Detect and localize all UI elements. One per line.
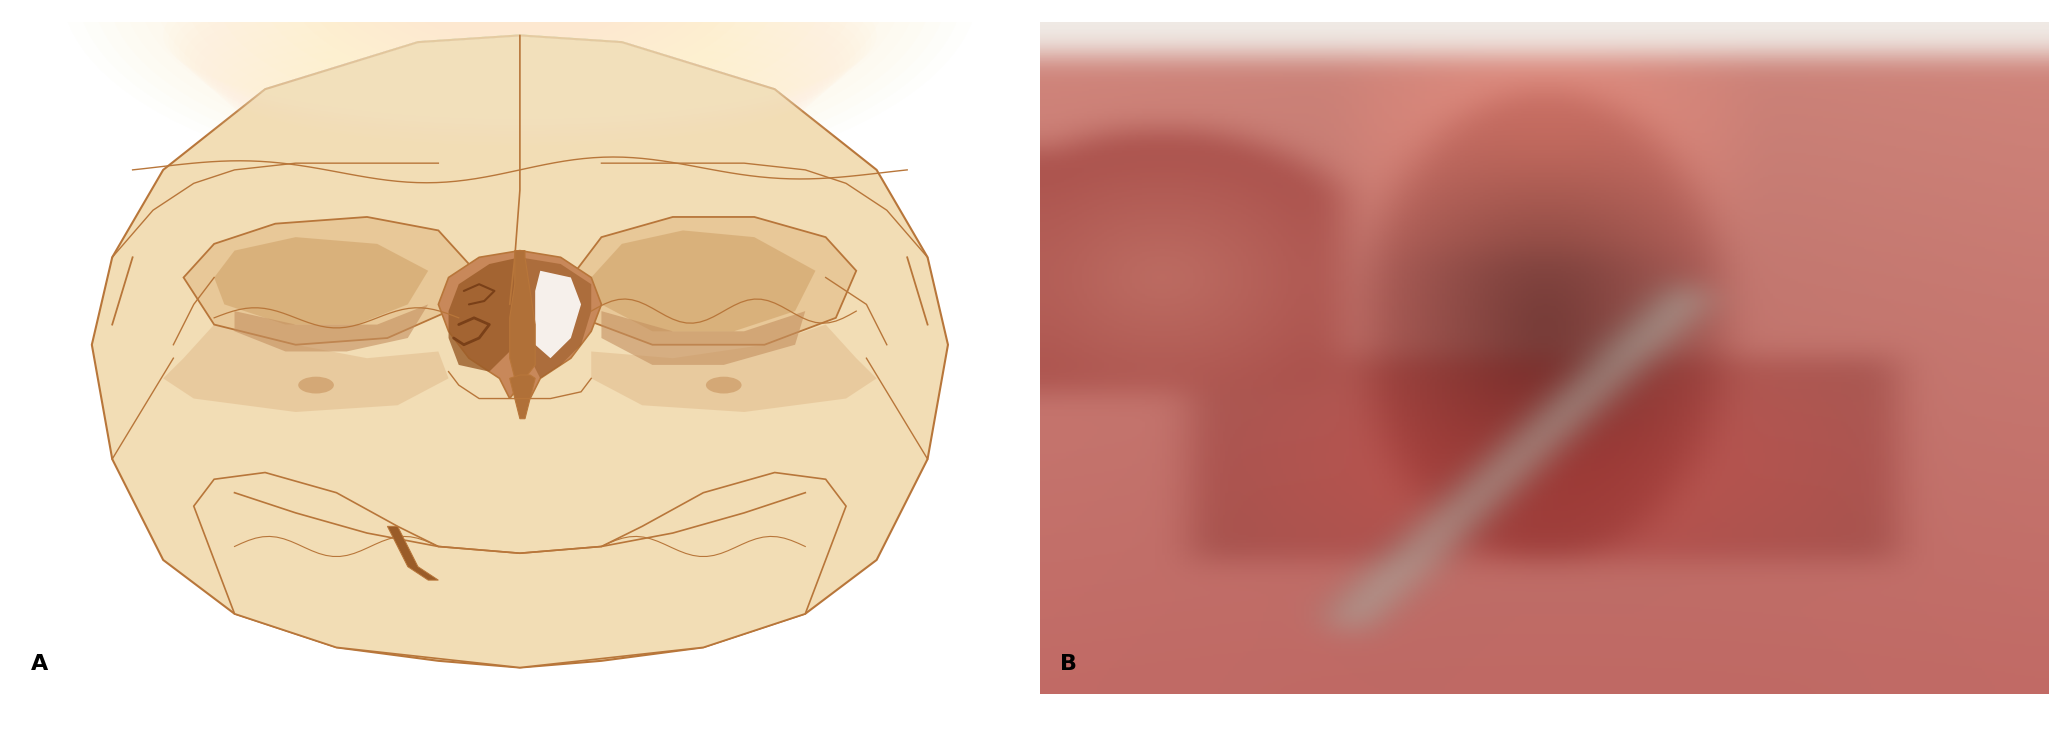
Polygon shape xyxy=(235,304,428,352)
Ellipse shape xyxy=(173,0,867,125)
Polygon shape xyxy=(194,472,846,667)
Polygon shape xyxy=(387,526,439,580)
Ellipse shape xyxy=(179,0,861,128)
Ellipse shape xyxy=(169,0,871,122)
Polygon shape xyxy=(535,270,581,358)
Polygon shape xyxy=(163,325,449,412)
Polygon shape xyxy=(570,217,857,345)
Polygon shape xyxy=(93,35,947,667)
Ellipse shape xyxy=(189,0,850,135)
Polygon shape xyxy=(439,251,601,398)
Polygon shape xyxy=(511,251,535,379)
Polygon shape xyxy=(591,230,815,331)
Polygon shape xyxy=(449,257,519,371)
Ellipse shape xyxy=(185,0,854,131)
Polygon shape xyxy=(601,311,805,365)
Ellipse shape xyxy=(163,0,877,119)
Polygon shape xyxy=(183,217,469,345)
Text: B: B xyxy=(1060,654,1077,674)
Polygon shape xyxy=(511,375,535,419)
Polygon shape xyxy=(591,325,877,412)
Text: A: A xyxy=(31,654,47,674)
Polygon shape xyxy=(519,257,591,379)
Polygon shape xyxy=(214,237,428,325)
Ellipse shape xyxy=(706,376,741,393)
Ellipse shape xyxy=(299,376,334,393)
